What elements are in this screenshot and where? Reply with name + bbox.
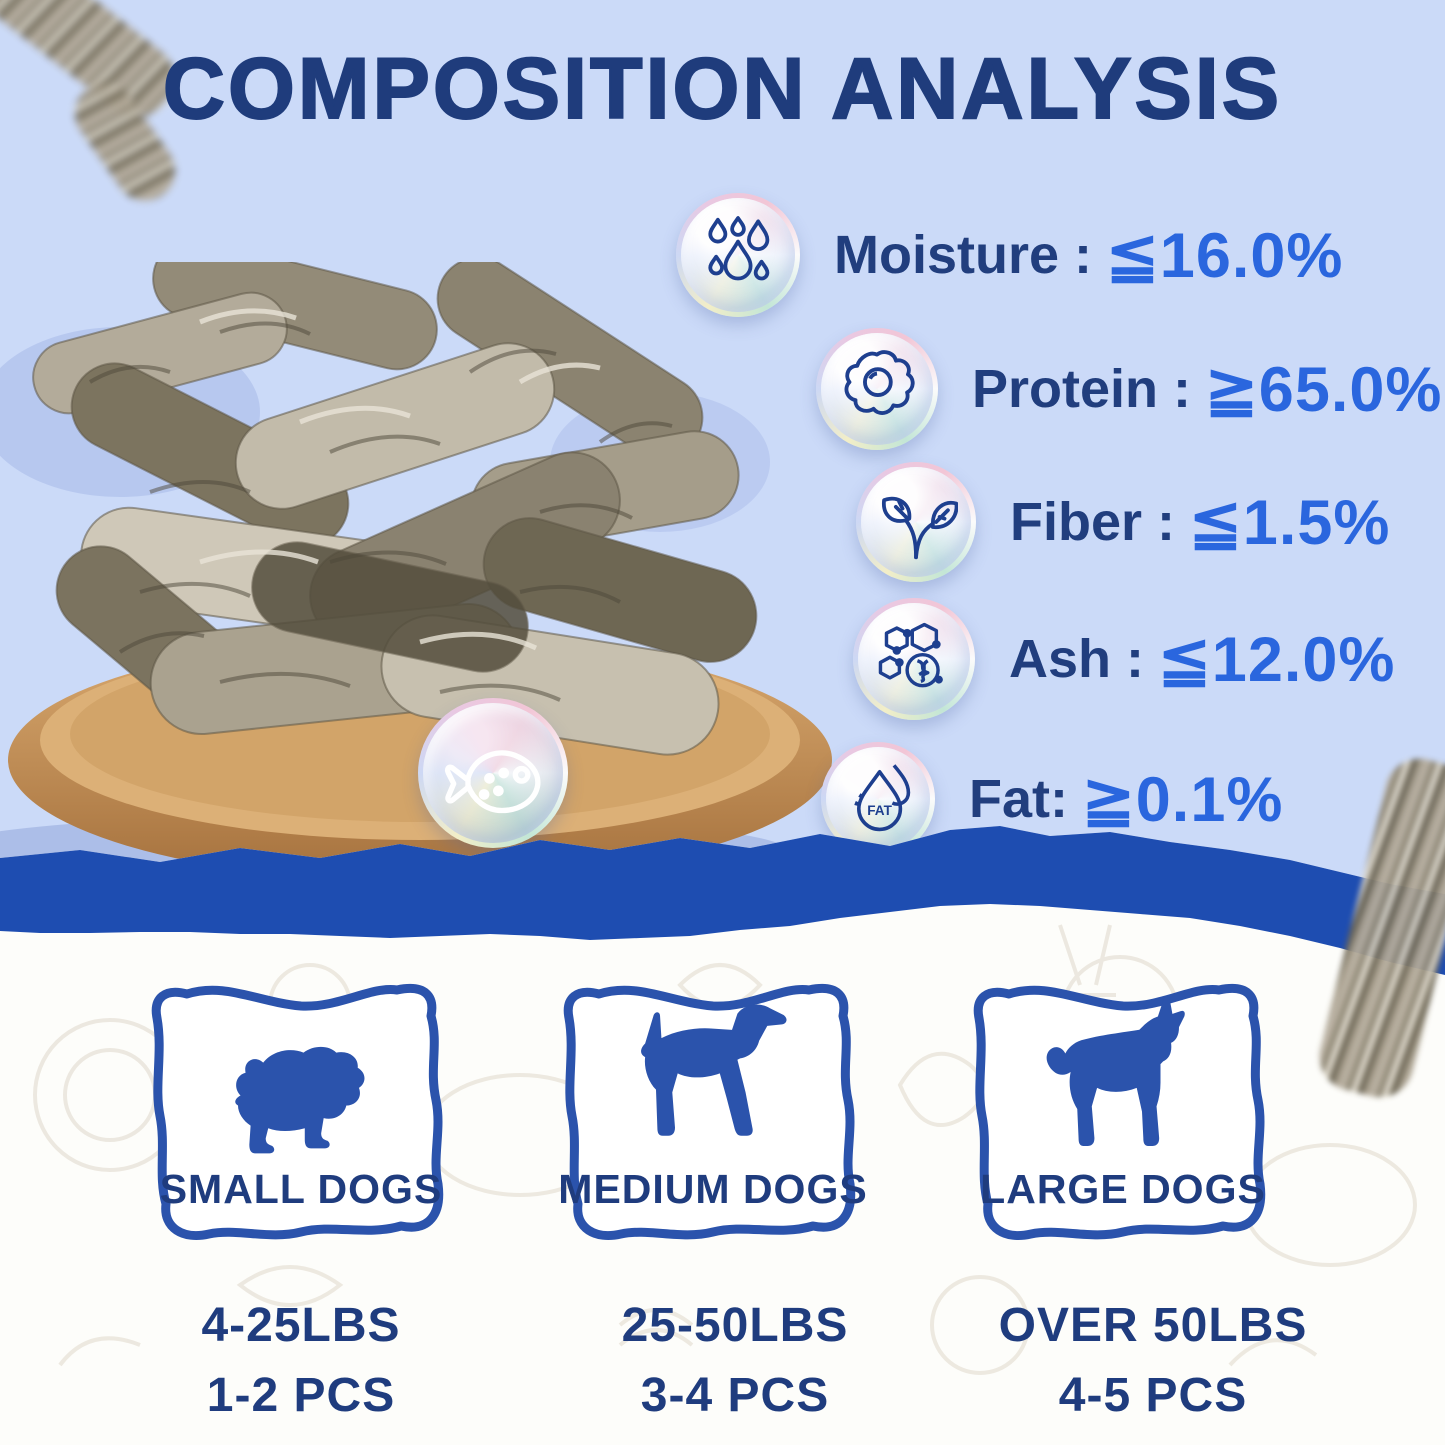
size-panel-small-dogs: SMALL DOGS [133, 968, 469, 1280]
hand-drawn-frame [973, 984, 1266, 1240]
size-panel-large-dogs: LARGE DOGS [955, 968, 1291, 1280]
twist-texture [88, 321, 673, 702]
protein-value: ≧65.0% [1205, 354, 1443, 425]
small-dogs-weight: 4-25LBS [201, 1299, 401, 1352]
fried-egg-icon [844, 350, 915, 415]
protein-label: Protein : [972, 359, 1192, 419]
composition-row-fiber: Fiber : ≦1.5% [856, 462, 1390, 582]
molecule-icon [878, 622, 943, 688]
small-dog-icon [235, 1046, 365, 1154]
page-title: COMPOSITION ANALYSIS [162, 40, 1283, 138]
ash-label: Ash : [1009, 629, 1144, 689]
medium-dogs-label: MEDIUM DOGS [558, 1166, 868, 1212]
small-dogs-label: SMALL DOGS [159, 1166, 443, 1212]
moisture-label: Moisture : [834, 225, 1093, 285]
medium-dogs-weight: 25-50LBS [621, 1299, 849, 1352]
fat-label: Fat: [969, 769, 1068, 829]
composition-row-moisture: Moisture : ≦16.0% [676, 193, 1343, 317]
medium-dog-icon [641, 1004, 787, 1136]
size-panel-medium-dogs: MEDIUM DOGS [545, 968, 881, 1280]
moisture-value: ≦16.0% [1106, 220, 1344, 291]
composition-row-fat: FAT Fat: ≧0.1% [821, 742, 1283, 856]
fat-drop-icon: FAT [853, 764, 911, 832]
leaves-icon [882, 496, 958, 560]
large-dogs-label: LARGE DOGS [980, 1166, 1266, 1212]
composition-row-ash: Ash : ≦12.0% [853, 598, 1395, 720]
hand-drawn-frame [563, 984, 856, 1240]
fish-icon [444, 750, 541, 814]
large-dogs-pieces: 4-5 PCS [1058, 1369, 1248, 1422]
fish-bubble [418, 698, 568, 848]
fiber-label: Fiber : [1010, 492, 1176, 552]
fiber-value: ≦1.5% [1189, 487, 1391, 558]
small-dogs-pieces: 1-2 PCS [206, 1369, 396, 1422]
composition-row-protein: Protein : ≧65.0% [816, 328, 1442, 450]
fat-value: ≧0.1% [1081, 764, 1284, 835]
large-dog-icon [1046, 996, 1185, 1146]
medium-dogs-pieces: 3-4 PCS [640, 1369, 830, 1422]
water-drops-icon [708, 216, 770, 281]
fat-icon-text: FAT [867, 803, 892, 818]
large-dogs-weight: OVER 50LBS [998, 1299, 1308, 1352]
divider-band [0, 826, 1445, 975]
ash-value: ≦12.0% [1158, 624, 1396, 695]
